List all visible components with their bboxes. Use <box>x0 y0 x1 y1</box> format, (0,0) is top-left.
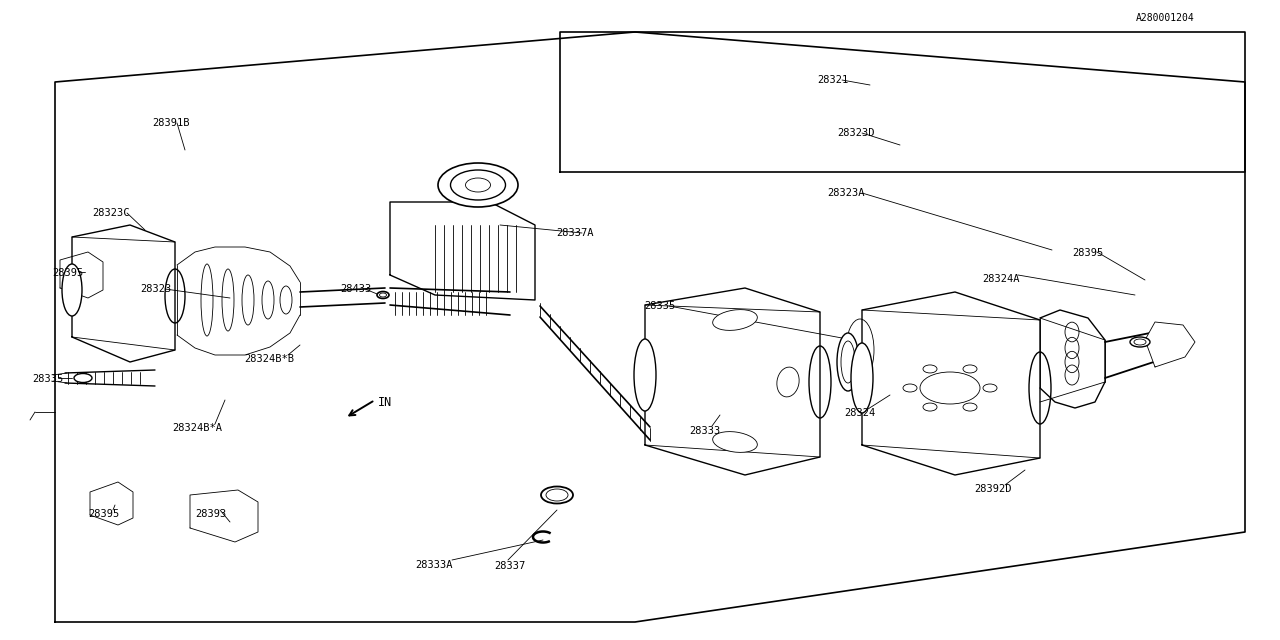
Text: 28323C: 28323C <box>92 208 129 218</box>
Text: 28393: 28393 <box>195 509 227 519</box>
Polygon shape <box>189 490 259 542</box>
Text: 28321: 28321 <box>817 75 849 85</box>
Text: 28324A: 28324A <box>982 274 1019 284</box>
Text: 28323: 28323 <box>140 284 172 294</box>
Ellipse shape <box>74 374 92 383</box>
Text: 28337: 28337 <box>494 561 525 571</box>
Ellipse shape <box>837 333 859 391</box>
Text: 28335: 28335 <box>32 374 63 384</box>
Ellipse shape <box>61 264 82 316</box>
Text: 28333A: 28333A <box>415 560 453 570</box>
Polygon shape <box>1146 322 1196 367</box>
Text: 28323D: 28323D <box>837 128 874 138</box>
Polygon shape <box>390 202 535 300</box>
Text: 28433: 28433 <box>340 284 371 294</box>
Ellipse shape <box>983 384 997 392</box>
Text: IN: IN <box>378 396 392 408</box>
Text: 28395: 28395 <box>52 268 83 278</box>
Text: 28324: 28324 <box>844 408 876 418</box>
Ellipse shape <box>541 486 573 504</box>
Polygon shape <box>90 482 133 525</box>
Polygon shape <box>861 292 1039 475</box>
Text: 28324B*B: 28324B*B <box>244 354 294 364</box>
Ellipse shape <box>923 365 937 373</box>
Ellipse shape <box>902 384 916 392</box>
Text: 28395: 28395 <box>1073 248 1103 258</box>
Text: 28333: 28333 <box>689 426 721 436</box>
Ellipse shape <box>713 310 758 330</box>
Polygon shape <box>60 252 102 298</box>
Ellipse shape <box>1130 337 1149 347</box>
Ellipse shape <box>634 339 657 411</box>
Text: 28391B: 28391B <box>152 118 189 128</box>
Ellipse shape <box>851 343 873 413</box>
Polygon shape <box>72 225 175 362</box>
Text: 28337A: 28337A <box>556 228 594 238</box>
Ellipse shape <box>963 403 977 411</box>
Polygon shape <box>1039 310 1105 408</box>
Ellipse shape <box>963 365 977 373</box>
Text: 28323A: 28323A <box>827 188 864 198</box>
Polygon shape <box>645 288 820 475</box>
Text: 28392D: 28392D <box>974 484 1011 494</box>
Ellipse shape <box>378 291 389 298</box>
Ellipse shape <box>713 431 758 452</box>
Text: A280001204: A280001204 <box>1137 13 1196 23</box>
Ellipse shape <box>923 403 937 411</box>
Ellipse shape <box>777 367 799 397</box>
Text: 28324B*A: 28324B*A <box>172 423 221 433</box>
Text: 28335: 28335 <box>644 301 676 311</box>
Ellipse shape <box>438 163 518 207</box>
Text: 28395: 28395 <box>88 509 119 519</box>
